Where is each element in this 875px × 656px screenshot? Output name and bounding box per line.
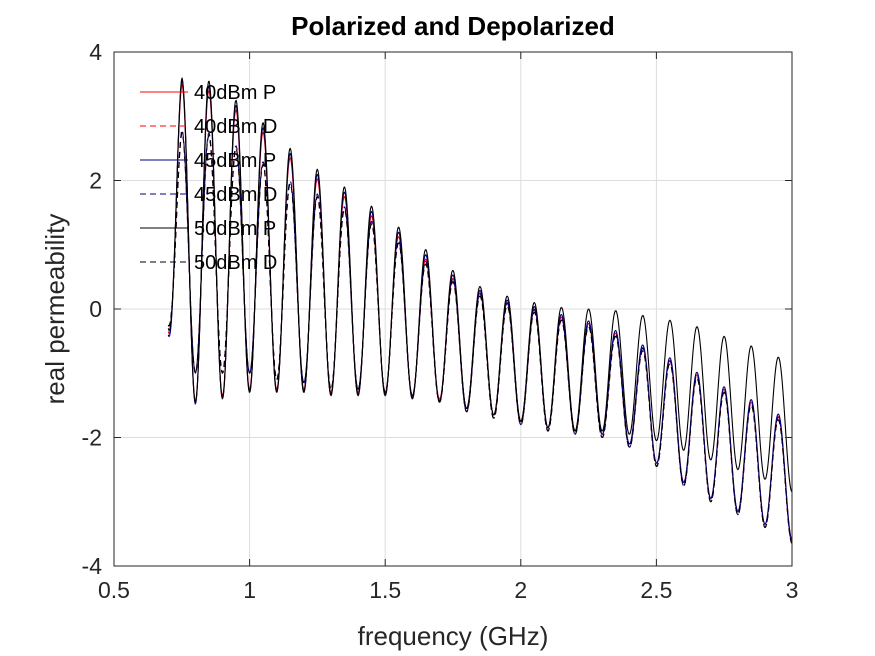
- x-tick-label: 2.5: [640, 577, 672, 603]
- x-axis-label: frequency (GHz): [358, 621, 549, 651]
- x-tick-label: 3: [786, 577, 799, 603]
- legend-label-5: 50dBm P: [194, 218, 276, 240]
- y-axis-label: real permeability: [40, 214, 70, 405]
- y-tick-label: 0: [89, 296, 102, 322]
- y-tick-label: 2: [89, 168, 102, 194]
- series-layer: [167, 77, 793, 544]
- ticks: 0.5 1 1.5 2 2.5 3 -4 -2 0 2 4: [82, 39, 799, 603]
- series-line-4: [167, 129, 793, 544]
- series-line-5: [167, 77, 793, 493]
- x-tick-label: 0.5: [98, 577, 130, 603]
- y-tick-label: -4: [82, 553, 103, 579]
- legend-label-4: 45dBm D: [194, 184, 277, 206]
- y-tick-label: 4: [89, 39, 102, 65]
- x-tick-label: 1.5: [369, 577, 401, 603]
- legend-label-2: 40dBm D: [194, 116, 277, 138]
- chart-title: Polarized and Depolarized: [291, 11, 615, 41]
- y-tick-label: -2: [82, 425, 102, 451]
- x-tick-label: 2: [514, 577, 527, 603]
- legend: 40dBm P 40dBm D 45dBm P 45dBm D 50dBm P 50dBm…: [140, 82, 277, 274]
- x-tick-label: 1: [243, 577, 256, 603]
- series-line-6: [167, 131, 793, 544]
- legend-label-3: 45dBm P: [194, 150, 276, 172]
- legend-label-1: 40dBm P: [194, 82, 276, 104]
- legend-label-6: 50dBm D: [194, 252, 277, 274]
